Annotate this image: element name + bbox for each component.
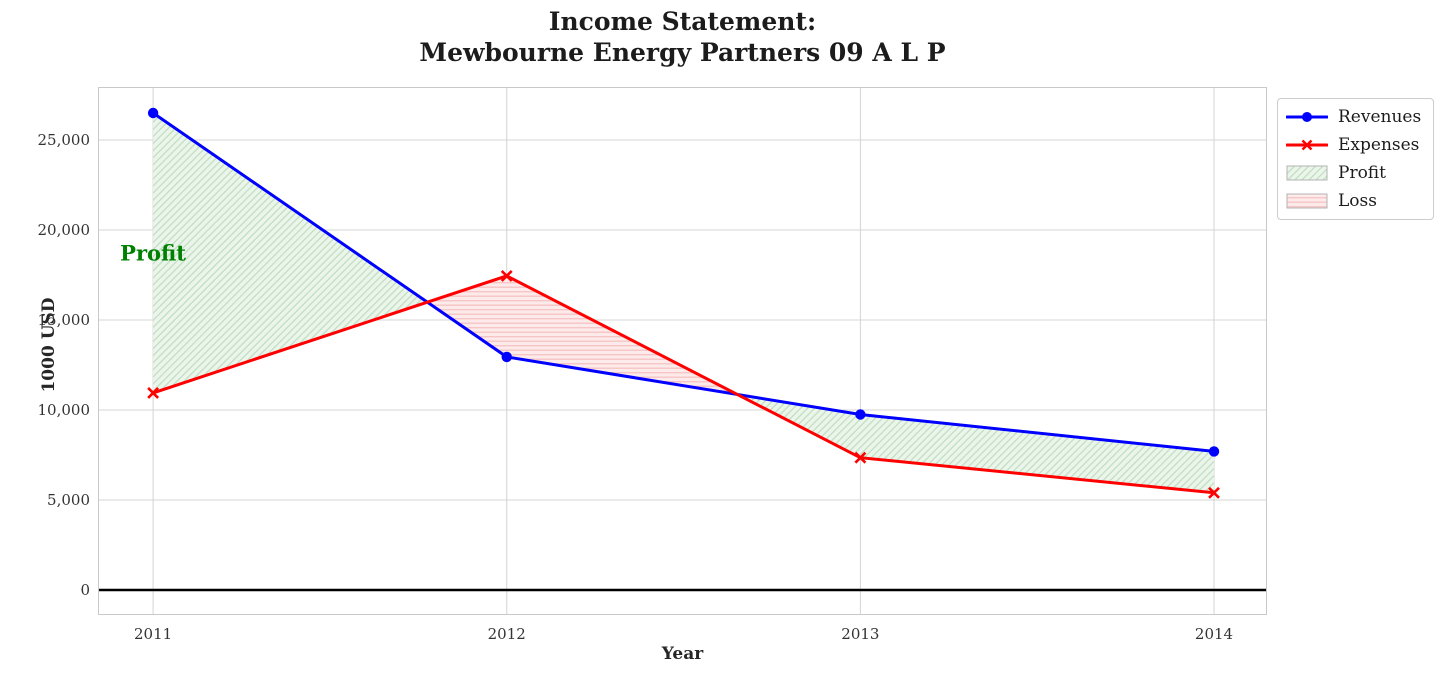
profit-annotation: Profit	[120, 240, 187, 265]
plot-area: Profit	[98, 87, 1267, 615]
legend-label: Profit	[1338, 163, 1386, 183]
legend-item-loss: Loss	[1286, 191, 1421, 211]
revenues-marker	[855, 409, 866, 420]
expenses-marker	[854, 451, 867, 464]
profit-region	[737, 394, 1214, 493]
revenues-marker	[501, 351, 512, 363]
legend-label: Revenues	[1338, 107, 1422, 127]
x-tick-label: 2012	[487, 625, 526, 643]
y-tick-label: 20,000	[37, 221, 91, 239]
x-tick-label: 2011	[134, 625, 173, 643]
legend-item-revenues: Revenues	[1286, 107, 1421, 127]
y-tick-label: 15,000	[37, 311, 91, 329]
legend-swatch-patch-diagonal-hatch-icon	[1286, 165, 1328, 181]
loss-region	[427, 275, 738, 395]
legend-item-expenses: Expenses	[1286, 135, 1421, 155]
y-tick-label: 0	[80, 581, 90, 599]
expenses-marker	[147, 386, 160, 399]
revenues-line	[151, 111, 1216, 453]
x-axis-label: Year	[661, 644, 704, 664]
legend-label: Loss	[1338, 191, 1377, 211]
legend-swatch-line-circle-icon	[1286, 112, 1328, 122]
revenues-marker	[1208, 446, 1220, 457]
plot-svg	[99, 88, 1266, 614]
profit-region	[153, 113, 428, 393]
revenues-marker	[147, 107, 159, 119]
legend: Revenues Expenses Profit Loss	[1277, 98, 1435, 220]
chart-title: Income Statement: Mewbourne Energy Partn…	[99, 6, 1266, 68]
legend-swatch-line-x-icon	[1286, 139, 1328, 151]
expenses-marker	[1208, 486, 1220, 499]
legend-label: Expenses	[1338, 135, 1420, 155]
expenses-line	[151, 274, 1216, 495]
x-tick-label: 2013	[841, 625, 880, 643]
y-tick-label: 10,000	[37, 401, 91, 419]
legend-swatch-patch-horizontal-hatch-icon	[1286, 193, 1328, 209]
y-tick-label: 5,000	[47, 491, 90, 509]
chart-title-line2: Mewbourne Energy Partners 09 A L P	[419, 38, 946, 67]
expenses-marker	[500, 269, 513, 282]
x-tick-label: 2014	[1194, 625, 1234, 643]
y-tick-label: 25,000	[37, 131, 91, 149]
legend-item-profit: Profit	[1286, 163, 1421, 183]
chart-title-line1: Income Statement:	[548, 7, 817, 36]
